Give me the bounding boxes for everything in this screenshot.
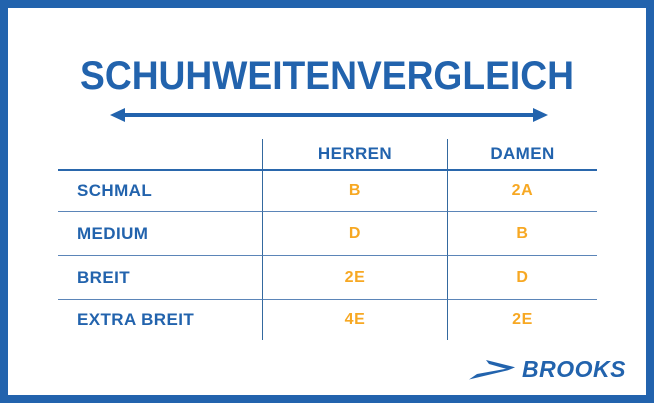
table-header-empty bbox=[58, 139, 262, 171]
brooks-wordmark: BROOKS bbox=[522, 356, 626, 382]
value-extra-breit-damen: 2E bbox=[447, 300, 597, 340]
brooks-logo: BROOKS bbox=[469, 356, 626, 383]
value-medium-damen: B bbox=[447, 212, 597, 256]
value-schmal-damen: 2A bbox=[447, 171, 597, 212]
page-title: SCHUHWEITENVERGLEICH bbox=[80, 54, 574, 98]
table-header-damen: DAMEN bbox=[447, 139, 597, 171]
brooks-chevron-icon bbox=[469, 359, 516, 379]
value-medium-herren: D bbox=[262, 212, 447, 256]
row-label-extra-breit: EXTRA BREIT bbox=[77, 310, 195, 329]
value-schmal-herren: B bbox=[262, 171, 447, 212]
row-label-breit: BREIT bbox=[58, 256, 262, 300]
arrow-left-head bbox=[110, 108, 125, 122]
row-label-schmal: SCHMAL bbox=[58, 171, 262, 212]
arrow-bar bbox=[123, 113, 535, 117]
value-breit-herren: 2E bbox=[262, 256, 447, 300]
value-breit-damen: D bbox=[447, 256, 597, 300]
arrow-right-head bbox=[533, 108, 548, 122]
width-comparison-table: HERREN DAMEN SCHMAL B 2A MEDIUM D B BREI… bbox=[58, 139, 597, 340]
value-extra-breit-herren: 4E bbox=[262, 300, 447, 340]
double-arrow-icon bbox=[110, 107, 548, 123]
row-label-medium: MEDIUM bbox=[58, 212, 262, 256]
table-header-herren: HERREN bbox=[262, 139, 447, 171]
